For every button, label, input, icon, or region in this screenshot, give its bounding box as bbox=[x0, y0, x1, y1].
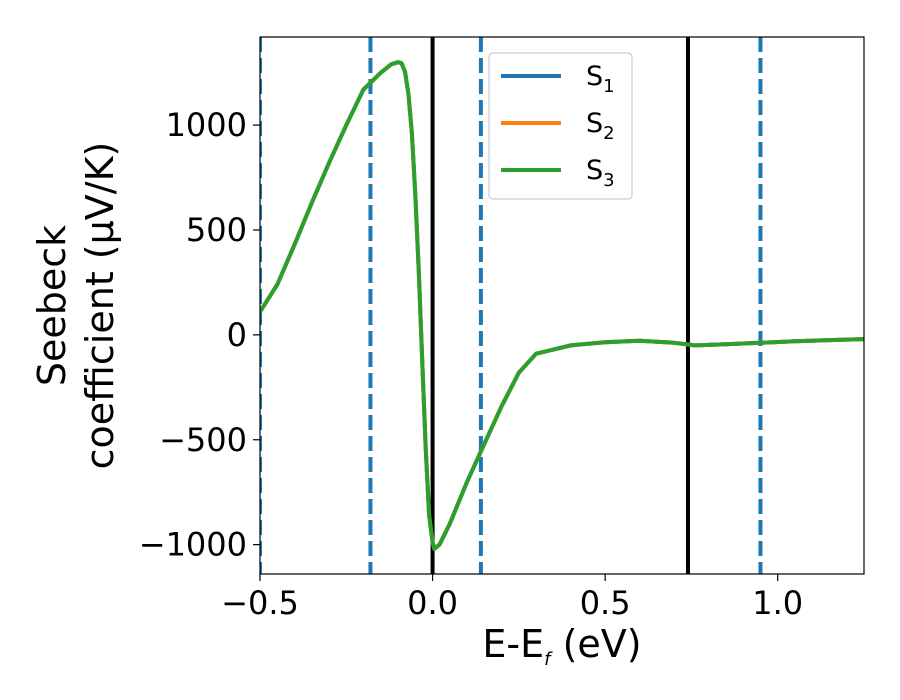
legend-label-s2: S2 bbox=[586, 108, 615, 144]
x-axis-title: E-Ef (eV) bbox=[482, 622, 641, 670]
y-axis: −1000 −500 0 500 1000 bbox=[139, 106, 260, 564]
x-tick-label: 0.5 bbox=[580, 584, 631, 622]
x-tick-label: 0.0 bbox=[407, 584, 458, 622]
x-tick-label: 1.0 bbox=[752, 584, 803, 622]
plot-frame bbox=[259, 36, 865, 575]
y-tick-label: 500 bbox=[186, 211, 247, 249]
series-line-s3 bbox=[260, 60, 864, 551]
x-tick-label: −0.5 bbox=[221, 584, 299, 622]
y-axis-title: Seebeck coefficient (μV/K) bbox=[30, 142, 122, 470]
y-axis-title-line2: coefficient (μV/K) bbox=[78, 142, 122, 470]
y-tick-label: 0 bbox=[227, 316, 247, 354]
y-tick-label: 1000 bbox=[166, 106, 247, 144]
legend-label-s1: S1 bbox=[586, 61, 615, 97]
y-tick-label: −1000 bbox=[139, 526, 247, 564]
x-axis: −0.5 0.0 0.5 1.0 bbox=[221, 574, 803, 622]
series-layer bbox=[260, 60, 864, 551]
legend-label-s3: S3 bbox=[586, 155, 615, 191]
reference-lines bbox=[260, 37, 763, 574]
legend-box bbox=[488, 52, 633, 200]
y-tick-label: −500 bbox=[159, 421, 247, 459]
legend: S1 S2 S3 bbox=[488, 52, 633, 200]
y-axis-title-line1: Seebeck bbox=[30, 225, 74, 386]
